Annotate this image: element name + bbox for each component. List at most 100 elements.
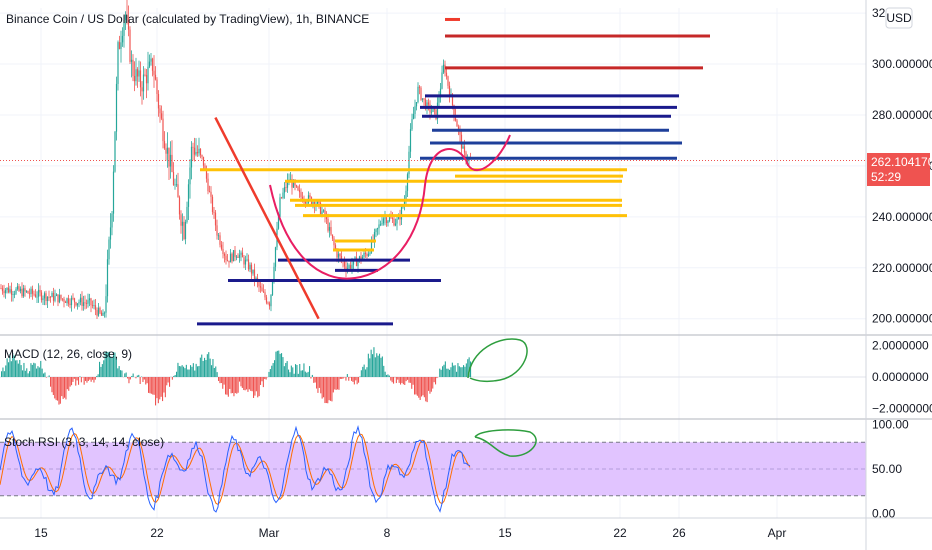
macd-bar <box>311 374 313 377</box>
macd-bar <box>365 369 367 377</box>
candle-body <box>177 184 179 198</box>
candle-body <box>102 312 104 316</box>
macd-bar <box>269 369 271 377</box>
macd-bar <box>111 356 113 377</box>
macd-bar <box>362 366 364 377</box>
macd-bar <box>425 377 427 402</box>
candle-body <box>67 298 70 304</box>
candle-body <box>10 289 13 295</box>
macd-bar <box>146 377 148 384</box>
macd-bar <box>173 375 175 377</box>
candle-body <box>1 288 4 292</box>
candle-body <box>252 269 254 274</box>
macd-bar <box>142 377 144 382</box>
candle-body <box>105 296 107 313</box>
macd-bar <box>268 371 270 377</box>
macd-bar <box>201 354 203 377</box>
candle-body <box>340 256 343 261</box>
candle-body <box>238 254 241 258</box>
macd-bar <box>306 372 308 377</box>
macd-bar <box>22 370 24 377</box>
candle-body <box>456 120 458 127</box>
candle-body <box>267 302 269 304</box>
candle-body <box>148 61 151 67</box>
macd-bar <box>395 377 397 384</box>
macd-bar <box>285 362 287 377</box>
candle-body <box>457 126 460 130</box>
rsi-tick-label: 0.00 <box>872 507 896 521</box>
macd-bar <box>27 373 29 377</box>
macd-bar <box>1 371 3 377</box>
macd-bar <box>37 366 39 377</box>
macd-bar <box>43 373 45 377</box>
candle-body <box>255 277 257 280</box>
candle-body <box>300 192 302 198</box>
candle-body <box>93 305 95 307</box>
macd-bar <box>192 363 194 377</box>
candle-body <box>133 75 136 82</box>
trend-line <box>214 116 320 320</box>
macd-bar <box>237 377 239 393</box>
macd-bar <box>78 377 80 385</box>
candle-body <box>160 113 163 119</box>
candle-body <box>421 98 424 100</box>
candle-body <box>196 151 199 154</box>
candle-body <box>270 294 272 307</box>
candle-body <box>334 245 337 251</box>
time-tick-label: Apr <box>768 526 787 540</box>
candle-body <box>121 35 124 43</box>
macd-bar <box>100 366 102 377</box>
candle-body <box>387 221 389 224</box>
candle-body <box>364 252 367 254</box>
macd-bar <box>254 377 256 396</box>
macd-bar <box>181 365 183 377</box>
macd-bar <box>380 357 382 377</box>
macd-bar <box>129 377 131 380</box>
candle-body <box>322 210 325 212</box>
macd-bar <box>407 377 409 380</box>
macd-bar <box>265 377 267 380</box>
candle-body <box>231 253 233 262</box>
price-badge: 262.1041709 52:29 <box>867 153 932 186</box>
candle-body <box>184 221 187 239</box>
candle-body <box>187 184 190 207</box>
candle-body <box>286 179 289 188</box>
candle-body <box>45 293 47 301</box>
candle-body <box>42 298 44 301</box>
macd-bar <box>20 365 22 377</box>
time-axis[interactable]: 15 22 Mar 8 15 22 26 Apr <box>34 526 786 540</box>
macd-bar <box>220 377 222 384</box>
macd-bar <box>3 371 5 377</box>
macd-bar <box>166 377 168 386</box>
macd-bar <box>199 357 201 377</box>
macd-bar <box>212 359 214 377</box>
price-axis[interactable]: 200.0000000220.0000000240.0000000260.000… <box>872 6 932 520</box>
currency-button[interactable]: USD <box>885 7 913 29</box>
macd-bar <box>443 364 445 377</box>
macd-bar <box>118 366 120 377</box>
macd-bar <box>159 377 161 400</box>
candle-body <box>19 288 22 291</box>
candle-body <box>82 302 85 306</box>
macd-bar <box>345 377 347 381</box>
candle-body <box>33 293 35 295</box>
candle-body <box>201 155 203 157</box>
macd-bar <box>72 377 74 382</box>
macd-bar <box>213 367 215 377</box>
macd-bar <box>87 377 89 381</box>
macd-bar <box>299 363 301 377</box>
macd-bar <box>271 365 273 377</box>
candle-body <box>448 85 451 97</box>
macd-bar <box>423 377 425 398</box>
candle-body <box>370 239 373 253</box>
candle-body <box>120 42 122 49</box>
macd-bar <box>408 377 410 383</box>
candle-body <box>436 102 439 119</box>
macd-bar <box>457 363 459 377</box>
macd-bar <box>295 364 297 377</box>
candle-body <box>100 312 103 316</box>
macd-bar <box>230 377 232 394</box>
candle-body <box>25 291 28 292</box>
